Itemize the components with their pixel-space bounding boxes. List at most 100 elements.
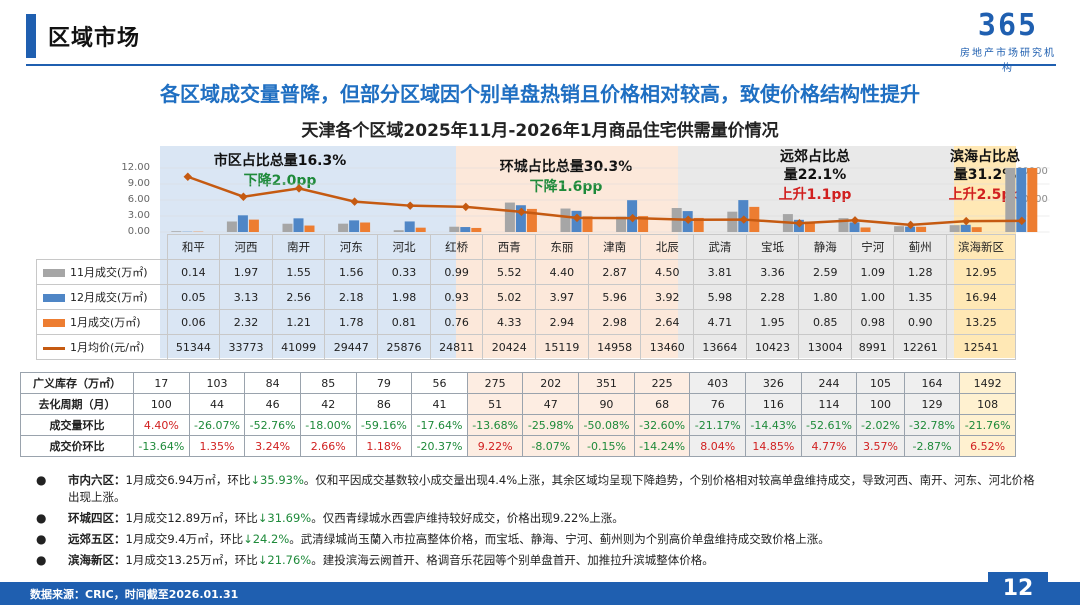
category-row: 和平 河西 南开 河东 河北 红桥 西青 东丽 津南 北辰 武清 宝坻 静海 宁河 蓟州 滨海新区 xyxy=(37,234,1016,260)
table-cell: -32.78% xyxy=(903,414,961,436)
table-cell: 51 xyxy=(466,393,524,415)
table-cell: 85 xyxy=(299,372,357,394)
category-label: 宁河 xyxy=(851,234,895,260)
data-label: 0.93 xyxy=(429,284,484,310)
bar-jan xyxy=(638,216,649,232)
data-label: 14958 xyxy=(587,334,642,360)
legend-entry: 1月均价(元/㎡) xyxy=(36,334,168,360)
table-cell: -18.00% xyxy=(299,414,357,436)
table-cell: -59.16% xyxy=(355,414,413,436)
bar-nov xyxy=(171,231,182,232)
data-label: 1.80 xyxy=(798,284,853,310)
table-cell: 100 xyxy=(133,393,190,415)
table-cell: 17 xyxy=(133,372,190,394)
table-cell: -13.68% xyxy=(466,414,524,436)
data-label: 12261 xyxy=(893,334,948,360)
data-label: 1.95 xyxy=(745,309,800,335)
legend-entry: 11月成交(万㎡) xyxy=(36,259,168,285)
data-label: 13460 xyxy=(640,334,695,360)
bar-jan xyxy=(526,208,537,232)
category-label: 红桥 xyxy=(429,234,484,260)
table-cell: 79 xyxy=(355,372,413,394)
table-cell: 326 xyxy=(745,372,802,394)
bullet-item: ● 远郊五区：1月成交9.4万㎡，环比↓24.2%。武清绿城尚玉蘭入市拉高整体价格… xyxy=(36,531,1046,548)
data-label: 51344 xyxy=(166,334,221,360)
data-label: 1.97 xyxy=(219,259,273,285)
legend-swatch xyxy=(43,346,65,350)
bar-jan xyxy=(1027,168,1038,232)
category-label: 蓟州 xyxy=(893,234,948,260)
header-divider xyxy=(26,64,1056,66)
data-label: 5.96 xyxy=(587,284,642,310)
table-cell: 56 xyxy=(411,372,468,394)
data-label: 10423 xyxy=(745,334,800,360)
table-cell: -52.61% xyxy=(800,414,858,436)
table-cell: -50.08% xyxy=(578,414,635,436)
data-label: 1.78 xyxy=(324,309,379,335)
bar-nov xyxy=(949,225,960,232)
data-label: 2.59 xyxy=(798,259,853,285)
table-cell: 129 xyxy=(903,393,961,415)
table-cell: 116 xyxy=(745,393,802,415)
data-source: 数据来源：CRIC，时间截至2026.01.31 xyxy=(30,588,239,601)
table-cell: 90 xyxy=(578,393,635,415)
data-label: 0.98 xyxy=(851,309,895,335)
category-label: 静海 xyxy=(798,234,853,260)
data-label: 5.98 xyxy=(693,284,747,310)
legend-label: 1月均价(元/㎡) xyxy=(70,341,145,354)
data-label: 4.33 xyxy=(482,309,537,335)
data-label: 0.85 xyxy=(798,309,853,335)
table-cell: 2.66% xyxy=(299,435,357,457)
category-label: 和平 xyxy=(166,234,221,260)
price-point xyxy=(239,192,248,201)
change-value: ↓35.93% xyxy=(250,473,304,487)
table-cell: 44 xyxy=(188,393,246,415)
table-cell: 225 xyxy=(633,372,691,394)
data-label: 3.81 xyxy=(693,259,747,285)
data-label: 4.71 xyxy=(693,309,747,335)
bar-dec xyxy=(1016,168,1027,232)
bullet-text: 1月成交6.94万㎡，环比 xyxy=(125,473,251,487)
data-label: 0.90 xyxy=(893,309,948,335)
data-label: 0.81 xyxy=(377,309,431,335)
supply-table: 广义库存（万㎡） 17 103 84 85 79 56 275 202 351 225 403 326 2… xyxy=(20,372,1016,457)
table-row: 12月成交(万㎡) 0.05 3.13 2.56 2.18 1.98 0.93 5.02 3.9… xyxy=(36,284,1016,310)
data-label: 13004 xyxy=(798,334,853,360)
bar-nov xyxy=(560,208,571,232)
bar-nov xyxy=(838,218,849,232)
price-point xyxy=(183,172,193,181)
bar-dec xyxy=(293,218,304,232)
data-label: 0.33 xyxy=(377,259,431,285)
data-label: 0.99 xyxy=(429,259,484,285)
chart-subtitle: 天津各个区域2025年11月-2026年1月商品住宅供需量价情况 xyxy=(301,121,779,141)
data-label: 2.94 xyxy=(535,309,589,335)
category-label: 河东 xyxy=(324,234,379,260)
table-cell: -25.98% xyxy=(522,414,580,436)
table-row: 广义库存（万㎡） 17 103 84 85 79 56 275 202 351 225 403 326 2… xyxy=(20,372,1016,394)
region-label-binhai-1: 滨海占比总 xyxy=(950,149,1020,165)
table-cell: 47 xyxy=(522,393,580,415)
table-cell: 42 xyxy=(299,393,357,415)
data-label: 0.14 xyxy=(166,259,221,285)
row-label: 成交量环比 xyxy=(20,414,134,436)
legend-swatch xyxy=(43,294,65,302)
category-label: 津南 xyxy=(587,234,642,260)
data-label: 3.97 xyxy=(535,284,589,310)
category-label: 南开 xyxy=(271,234,326,260)
bullet-item: ● 环城四区：1月成交12.89万㎡，环比↓31.69%。仅西青绿城水西雲庐维持较… xyxy=(36,510,1046,527)
data-label: 1.35 xyxy=(893,284,948,310)
table-cell: 8.04% xyxy=(689,435,747,457)
table-cell: 1.18% xyxy=(355,435,413,457)
table-row: 11月成交(万㎡) 0.14 1.97 1.55 1.56 0.33 0.99 5.52 4.4… xyxy=(36,259,1016,285)
region-change-suburb: 上升1.1pp xyxy=(778,187,852,203)
bar-jan xyxy=(693,217,704,232)
data-label: 0.05 xyxy=(166,284,221,310)
data-label: 1.00 xyxy=(851,284,895,310)
table-cell: 108 xyxy=(959,393,1016,415)
data-label: 4.40 xyxy=(535,259,589,285)
brand-logo: 365 房地产市场研究机构 xyxy=(958,8,1058,74)
data-label: 5.02 xyxy=(482,284,537,310)
bar-nov xyxy=(504,202,515,232)
chart-data-table: 和平 河西 南开 河东 河北 红桥 西青 东丽 津南 北辰 武清 宝坻 静海 宁河 蓟州 滨海新区 11月成交(… xyxy=(36,234,1016,360)
bar-dec xyxy=(237,215,248,232)
